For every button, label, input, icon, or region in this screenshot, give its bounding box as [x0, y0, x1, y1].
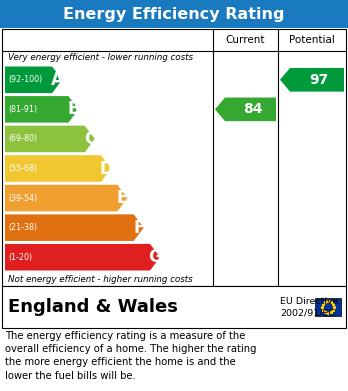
Polygon shape — [5, 185, 127, 212]
Text: The energy efficiency rating is a measure of the
overall efficiency of a home. T: The energy efficiency rating is a measur… — [5, 331, 256, 380]
Text: (21-38): (21-38) — [8, 223, 37, 232]
Bar — [0, 0, 348, 28]
Bar — [315, 298, 341, 316]
Text: C: C — [84, 130, 96, 148]
Text: EU Directive
2002/91/EC: EU Directive 2002/91/EC — [280, 297, 339, 317]
Text: B: B — [67, 100, 80, 118]
Text: (1-20): (1-20) — [8, 253, 32, 262]
Text: (55-68): (55-68) — [8, 164, 37, 173]
Text: (69-80): (69-80) — [8, 135, 37, 143]
Text: (81-91): (81-91) — [8, 105, 37, 114]
Polygon shape — [5, 66, 62, 93]
Polygon shape — [5, 155, 111, 182]
Text: (39-54): (39-54) — [8, 194, 37, 203]
Text: 97: 97 — [309, 73, 329, 87]
Text: (92-100): (92-100) — [8, 75, 42, 84]
Text: Potential: Potential — [289, 35, 335, 45]
Polygon shape — [5, 244, 160, 271]
Bar — [2, 286, 346, 328]
Text: G: G — [148, 248, 162, 266]
Text: F: F — [133, 219, 144, 237]
Bar — [2, 29, 346, 286]
Text: England & Wales: England & Wales — [8, 298, 178, 316]
Polygon shape — [5, 126, 95, 152]
Text: Energy Efficiency Rating: Energy Efficiency Rating — [63, 7, 285, 22]
Text: Current: Current — [226, 35, 265, 45]
Polygon shape — [5, 214, 144, 241]
Polygon shape — [280, 68, 344, 91]
Text: A: A — [51, 71, 64, 89]
Polygon shape — [5, 96, 78, 123]
Text: E: E — [117, 189, 128, 207]
Polygon shape — [215, 97, 276, 121]
Text: Very energy efficient - lower running costs: Very energy efficient - lower running co… — [8, 54, 193, 63]
Text: Not energy efficient - higher running costs: Not energy efficient - higher running co… — [8, 274, 193, 283]
Text: 84: 84 — [243, 102, 262, 117]
Text: D: D — [99, 160, 113, 178]
